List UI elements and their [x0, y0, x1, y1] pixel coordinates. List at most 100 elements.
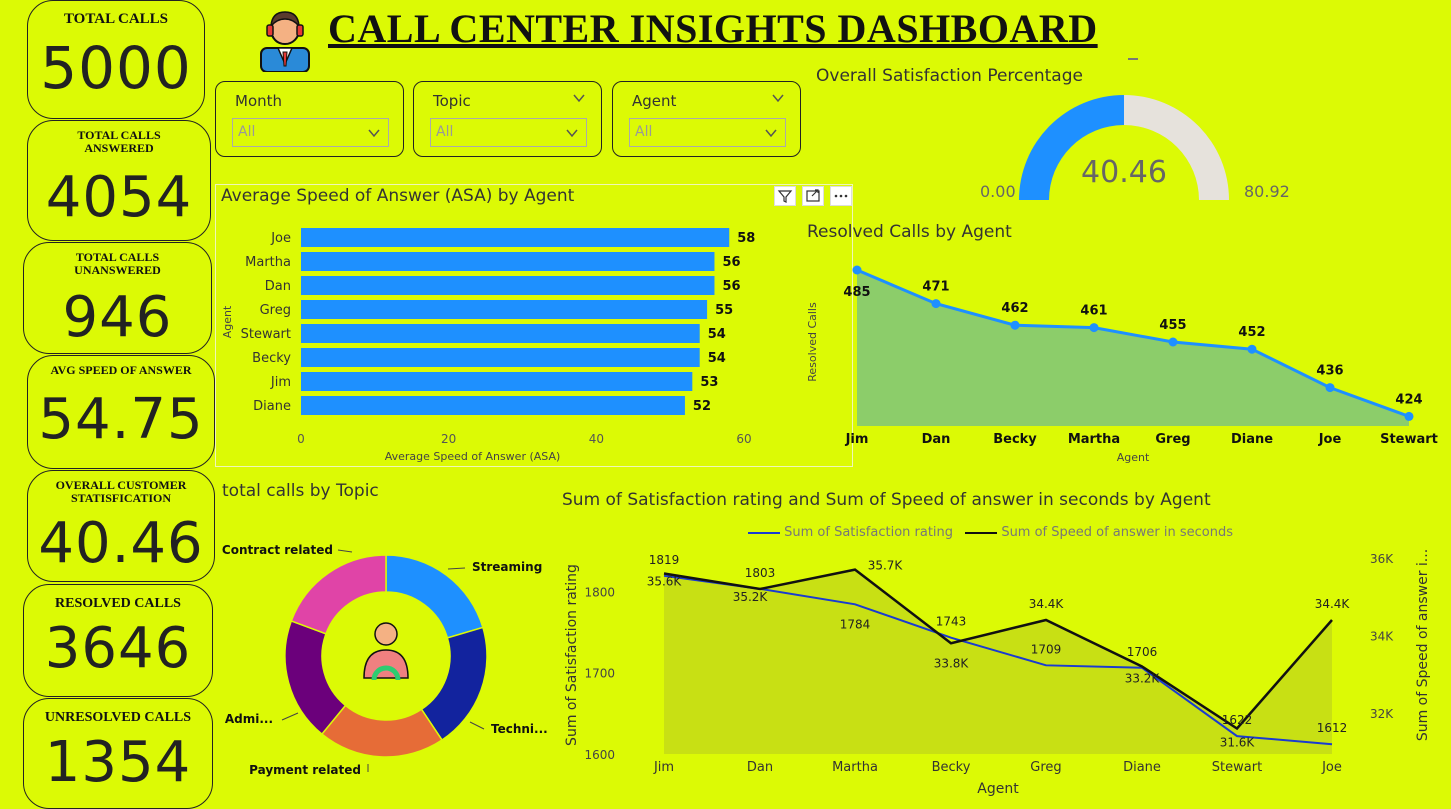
resolved-point — [1247, 344, 1257, 354]
chevron-down-icon — [765, 129, 777, 138]
combo-speed-label: 35.2K — [733, 590, 769, 604]
slicer-month[interactable]: Month All — [215, 81, 404, 157]
chevron-down-icon[interactable] — [573, 92, 585, 104]
more-options-icon[interactable] — [830, 186, 852, 206]
asa-data-label: 58 — [737, 231, 755, 246]
kpi-unresolved-calls: UNRESOLVED CALLS 1354 — [23, 698, 213, 809]
combo-left-tick: 1700 — [584, 667, 615, 681]
resolved-line — [856, 268, 1410, 418]
asa-bar — [301, 372, 693, 391]
combo-satisfaction-label: 1819 — [649, 553, 680, 567]
slicer-agent[interactable]: Agent All — [612, 81, 801, 157]
combo-category-label: Diane — [1123, 760, 1161, 775]
resolved-data-label: 462 — [1001, 301, 1028, 316]
resolved-point — [1168, 337, 1178, 347]
resolved-area-chart[interactable]: 485 Jim 471 Dan 462 Becky 461 Martha 455 Greg 452 D… — [800, 250, 1445, 468]
combo-speed-label: 34.4K — [1315, 597, 1351, 611]
combo-satisfaction-label: 1803 — [745, 566, 776, 580]
kpi-label: RESOLVED CALLS — [55, 596, 181, 611]
legend-swatch-speed — [965, 531, 998, 534]
resolved-category-label: Jim — [845, 432, 869, 447]
combo-satisfaction-label: 1622 — [1222, 713, 1253, 727]
kpi-total-calls-unanswered: TOTAL CALLS UNANSWERED 946 — [23, 242, 212, 354]
asa-x-tick: 20 — [441, 432, 456, 446]
gauge-max-label: 80.92 — [1244, 182, 1290, 201]
asa-bar — [301, 276, 715, 295]
asa-data-label: 55 — [715, 303, 733, 318]
kpi-value: 3646 — [44, 616, 192, 681]
kpi-value: 1354 — [44, 730, 192, 795]
kpi-label: UNRESOLVED CALLS — [44, 710, 192, 725]
gauge-chart[interactable]: 40.46 0.00 80.92 — [960, 80, 1300, 210]
slicer-title: Month — [235, 92, 283, 110]
asa-data-label: 54 — [708, 351, 726, 366]
legend-label: Sum of Speed of answer in seconds — [1001, 525, 1234, 540]
resolved-category-label: Dan — [922, 432, 951, 447]
asa-data-label: 56 — [722, 255, 740, 270]
filter-icon[interactable] — [774, 186, 796, 206]
gauge-fill-arc — [1019, 95, 1124, 200]
asa-category-label: Jim — [270, 375, 291, 390]
chevron-down-icon[interactable] — [772, 92, 784, 104]
topic-donut-chart[interactable]: Streaming Techni... Payment related Admi...… — [220, 520, 560, 790]
kpi-avg-speed-of-answer: AVG SPEED OF ANSWER 54.75 — [27, 355, 215, 469]
slicer-value: All — [635, 124, 653, 140]
resolved-x-axis-label: Agent — [1117, 451, 1150, 464]
resolved-data-label: 471 — [922, 280, 949, 295]
slicer-agent-dropdown[interactable]: All — [629, 118, 786, 147]
slicer-topic[interactable]: Topic All — [413, 81, 602, 157]
combo-legend: Sum of Satisfaction rating Sum of Speed … — [748, 525, 1233, 540]
kpi-total-calls-answered: TOTAL CALLS ANSWERED 4054 — [27, 120, 211, 241]
asa-bar — [301, 348, 700, 367]
combo-speed-area — [664, 569, 1332, 754]
combo-line-chart[interactable]: 1819 1803 1784 1743 1709 1706 1622 1612 35.6K 35.… — [555, 545, 1445, 807]
asa-x-tick: 0 — [297, 432, 305, 446]
combo-right-tick: 36K — [1370, 552, 1394, 566]
kpi-value: 54.75 — [38, 387, 204, 452]
kpi-value: 4054 — [45, 165, 193, 230]
asa-bar — [301, 324, 700, 343]
combo-satisfaction-label: 1743 — [936, 615, 967, 629]
combo-right-axis-label: Sum of Speed of answer i... — [1415, 549, 1431, 741]
asa-bar-chart[interactable]: Joe 58 Martha 56 Dan 56 Greg 55 Stewart 54 Becky 54… — [215, 210, 775, 466]
resolved-data-label: 461 — [1080, 304, 1107, 319]
slicer-title: Topic — [433, 92, 471, 110]
asa-x-axis-label: Average Speed of Answer (ASA) — [385, 450, 561, 463]
donut-slice — [284, 619, 347, 736]
legend-swatch-satisfaction — [748, 531, 780, 534]
agent-center-icon-gauge — [371, 665, 401, 681]
asa-y-axis-label: Agent — [221, 305, 234, 338]
focus-mode-icon[interactable] — [802, 186, 824, 206]
resolved-category-label: Stewart — [1380, 432, 1438, 447]
combo-category-label: Greg — [1030, 760, 1061, 775]
combo-satisfaction-line — [663, 574, 1333, 746]
asa-bar — [301, 396, 685, 415]
combo-left-tick: 1600 — [584, 748, 615, 762]
resolved-y-axis-label: Resolved Calls — [806, 302, 819, 382]
kpi-label: TOTAL CALLS — [63, 11, 169, 27]
slicer-month-dropdown[interactable]: All — [232, 118, 389, 147]
combo-right-tick: 34K — [1370, 630, 1394, 644]
combo-left-tick: 1800 — [584, 585, 615, 599]
gauge-value: 40.46 — [1081, 155, 1167, 190]
combo-x-axis-label: Agent — [977, 781, 1019, 797]
combo-category-label: Joe — [1321, 760, 1342, 775]
slicer-title: Agent — [632, 92, 677, 110]
resolved-point — [852, 265, 862, 275]
asa-chart-frame[interactable] — [215, 184, 853, 467]
asa-category-label: Stewart — [241, 327, 291, 342]
slicer-topic-dropdown[interactable]: All — [430, 118, 587, 147]
kpi-label: OVERALL CUSTOMER STATISFICATION — [55, 478, 187, 505]
combo-category-label: Jim — [653, 760, 674, 775]
combo-speed-label: 31.6K — [1220, 736, 1256, 750]
kpi-label: TOTAL CALLS ANSWERED — [77, 128, 161, 155]
resolved-category-label: Martha — [1068, 432, 1120, 447]
combo-satisfaction-label: 1709 — [1031, 642, 1062, 656]
combo-right-tick: 32K — [1370, 707, 1394, 721]
resolved-data-label: 452 — [1238, 325, 1265, 340]
asa-category-label: Dan — [265, 279, 291, 294]
kpi-total-calls: TOTAL CALLS 5000 — [27, 0, 205, 119]
asa-category-label: Martha — [245, 255, 291, 270]
resolved-category-label: Joe — [1318, 432, 1342, 447]
asa-category-label: Joe — [270, 231, 291, 246]
